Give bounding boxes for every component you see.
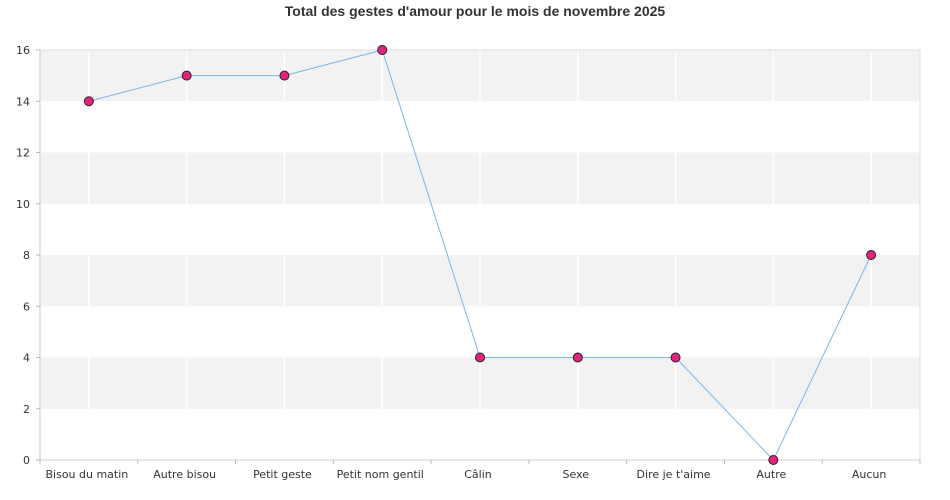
data-point <box>572 352 583 363</box>
data-point <box>377 45 388 55</box>
series <box>83 45 877 465</box>
y-tick-label: 12 <box>16 147 30 160</box>
x-tick-label: Câlin <box>464 468 492 481</box>
y-tick-label: 2 <box>23 403 30 416</box>
data-point <box>83 96 94 107</box>
data-point <box>670 352 681 363</box>
chart-title: Total des gestes d'amour pour le mois de… <box>284 3 666 19</box>
data-point <box>181 70 192 81</box>
vertical-gridlines <box>88 50 872 460</box>
x-tick-label: Autre <box>756 468 786 481</box>
y-tick-label: 16 <box>16 44 30 57</box>
data-point <box>768 455 779 465</box>
x-tick-label: Petit geste <box>253 468 312 481</box>
data-point <box>279 70 290 81</box>
x-axis-ticks: Bisou du matin Autre bisou Petit geste Peti… <box>39 460 921 481</box>
x-tick-label: Petit nom gentil <box>337 468 424 481</box>
y-tick-label: 0 <box>23 454 30 467</box>
x-tick-label: Sexe <box>563 468 590 481</box>
y-tick-label: 8 <box>23 249 30 262</box>
y-axis-ticks: 0 2 4 6 8 10 12 14 16 <box>16 44 40 467</box>
x-tick-label: Dire je t'aime <box>637 468 711 481</box>
data-point <box>866 250 877 260</box>
x-tick-label: Autre bisou <box>153 468 216 481</box>
y-tick-label: 6 <box>23 300 30 313</box>
y-tick-label: 14 <box>16 95 30 108</box>
x-tick-label: Bisou du matin <box>45 468 128 481</box>
x-tick-label: Aucun <box>852 468 887 481</box>
data-point <box>475 352 485 363</box>
y-tick-label: 10 <box>16 198 30 211</box>
y-tick-label: 4 <box>23 352 30 365</box>
